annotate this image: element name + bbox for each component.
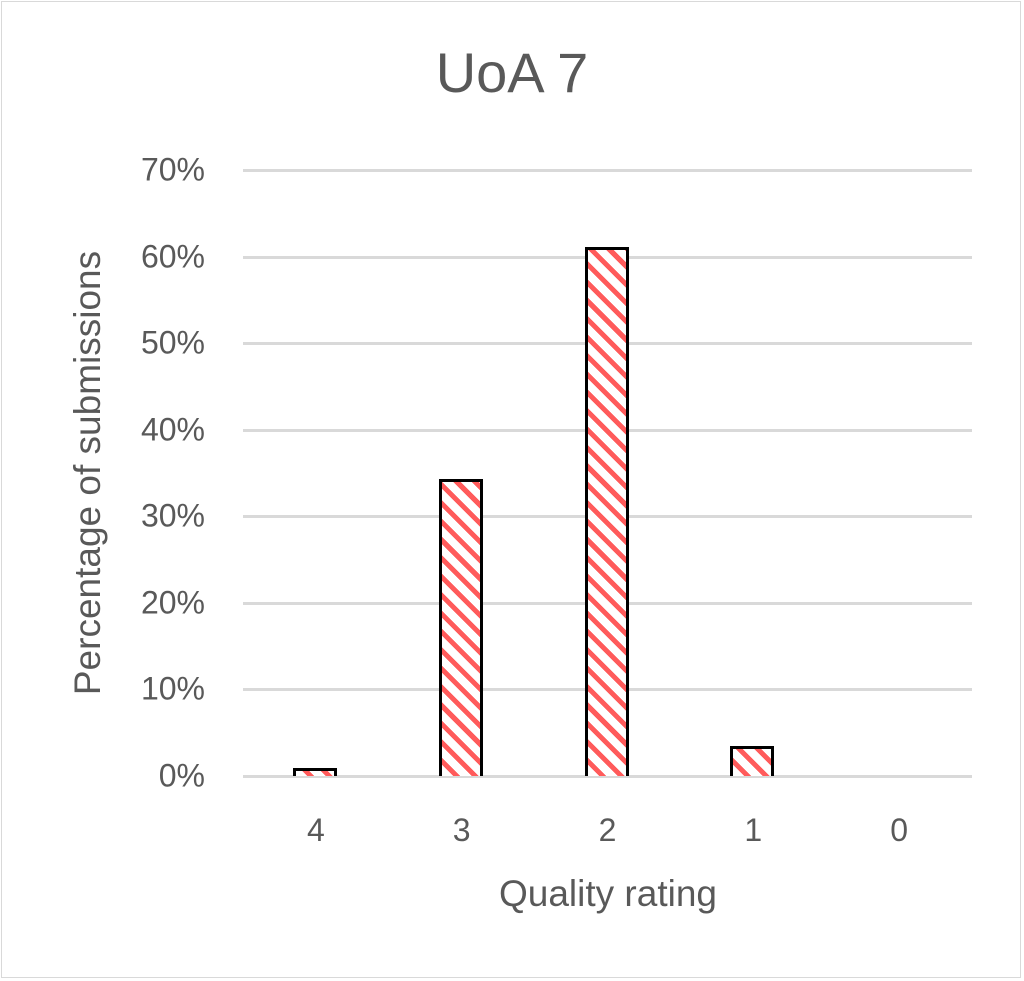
- bar-rating-1: [730, 745, 775, 776]
- x-tick-label: 2: [598, 812, 617, 848]
- plot-area: [243, 169, 972, 778]
- bar-rating-2: [584, 247, 629, 776]
- y-tick-label: 70%: [140, 151, 205, 188]
- x-tick-label: 4: [306, 812, 325, 848]
- bar-rating-4: [292, 768, 337, 776]
- gridline: [243, 775, 972, 778]
- x-tick-label: 3: [452, 812, 471, 848]
- y-tick-label: 60%: [140, 238, 205, 275]
- x-axis-label: Quality rating: [499, 873, 717, 914]
- y-tick-label: 20%: [140, 584, 205, 621]
- y-tick-label: 0%: [158, 757, 205, 794]
- y-tick-label: 10%: [140, 670, 205, 707]
- y-axis-label: Percentage of submissions: [67, 250, 108, 696]
- y-tick-label: 40%: [140, 411, 205, 448]
- chart-title: UoA 7: [435, 41, 589, 104]
- x-tick-label: 1: [744, 812, 763, 848]
- gridline: [243, 169, 972, 172]
- bar-rating-3: [438, 479, 483, 776]
- x-tick-label: 0: [890, 812, 908, 848]
- y-tick-label: 50%: [140, 324, 205, 361]
- y-tick-label: 30%: [140, 497, 205, 534]
